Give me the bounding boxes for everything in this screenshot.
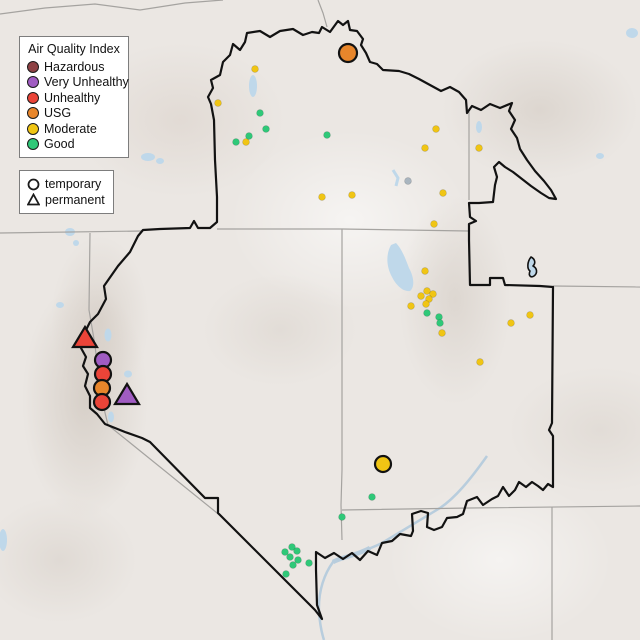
lake [56,302,64,308]
lake [156,158,164,164]
legend-item-hazardous: Hazardous [20,60,128,74]
station-marker[interactable] [421,144,429,152]
station-marker[interactable] [436,319,444,327]
station-marker[interactable] [475,144,483,152]
station-marker[interactable] [294,556,302,564]
circle-icon [27,178,40,190]
lake [476,121,482,133]
station-marker[interactable] [232,138,240,146]
lake [596,153,604,159]
station-marker[interactable] [289,561,297,569]
station-marker[interactable] [407,302,415,310]
colorado-river [317,455,489,640]
shape-legend-item-permanent: permanent [20,193,113,207]
legend-title: Air Quality Index [28,42,120,56]
station-marker[interactable] [262,125,270,133]
station-marker[interactable] [251,65,259,73]
legend-item-unhealthy: Unhealthy [20,91,128,105]
station-marker[interactable] [348,191,356,199]
mono-lake [124,370,132,378]
usg-swatch-icon [27,107,39,119]
legend-item-usg: USG [20,106,128,120]
shape-legend-item-temporary: temporary [20,177,113,191]
station-marker[interactable] [337,42,359,64]
station-marker[interactable] [432,125,440,133]
station-marker[interactable] [281,548,289,556]
station-marker[interactable] [526,311,534,319]
station-marker[interactable] [430,220,438,228]
good-swatch-icon [27,138,39,150]
station-marker[interactable] [422,300,430,308]
station-marker[interactable] [476,358,484,366]
aqi-legend: Air Quality Index Hazardous Very Unhealt… [19,36,129,158]
legend-item-very-unhealthy: Very Unhealthy [20,75,129,89]
station-marker[interactable] [214,99,222,107]
station-marker[interactable] [305,559,313,567]
station-marker[interactable] [429,290,437,298]
station-marker[interactable] [438,329,446,337]
station-marker[interactable] [288,543,296,551]
goose-lake [249,75,257,97]
station-marker[interactable] [417,292,425,300]
legend-item-moderate: Moderate [20,122,128,136]
stations-layer [71,42,534,578]
station-marker[interactable] [92,392,112,412]
shape-legend: temporary permanent [19,170,114,214]
utah-lake-outline [527,256,538,278]
station-marker[interactable] [439,189,447,197]
hazardous-swatch-icon [27,60,39,73]
lake [0,529,7,551]
triangle-icon [27,193,40,206]
bear-river [391,169,400,187]
station-marker[interactable] [435,313,443,321]
lake-tahoe [104,328,112,342]
station-marker[interactable] [256,109,264,117]
station-marker[interactable] [373,454,393,474]
basin-boundary [76,19,558,621]
station-marker[interactable] [113,381,141,406]
lake [73,240,79,246]
station-marker[interactable] [368,493,376,501]
station-marker[interactable] [286,553,294,561]
station-marker[interactable] [242,138,250,146]
station-marker[interactable] [323,131,331,139]
station-marker[interactable] [282,570,290,578]
station-marker[interactable] [423,309,431,317]
very-unhealthy-swatch-icon [27,76,39,88]
lake [141,153,155,161]
legend-item-good: Good [20,137,128,151]
lake [626,28,638,38]
great-salt-lake [387,243,414,292]
station-marker[interactable] [423,287,431,295]
station-marker[interactable] [421,267,429,275]
moderate-swatch-icon [27,122,39,135]
station-marker[interactable] [293,547,301,555]
station-marker[interactable] [71,324,99,349]
unhealthy-swatch-icon [27,91,39,104]
station-marker[interactable] [404,177,412,185]
station-marker[interactable] [245,132,253,140]
walker-lake [108,411,114,423]
station-marker[interactable] [338,513,346,521]
station-marker[interactable] [507,319,515,327]
station-marker[interactable] [318,193,326,201]
